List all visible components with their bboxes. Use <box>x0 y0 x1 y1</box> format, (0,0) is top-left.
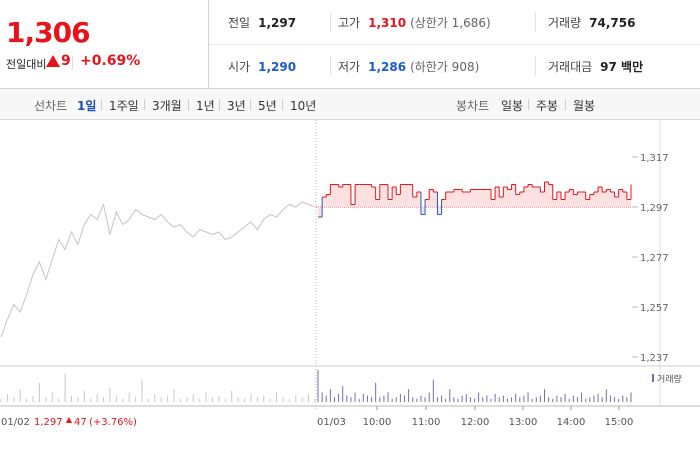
chart-grid <box>0 120 700 450</box>
divider <box>330 12 331 32</box>
tab-divider <box>565 99 566 110</box>
tab-3month[interactable]: 3개월 <box>152 99 182 113</box>
tab-divider <box>219 99 220 110</box>
x-axis: 01/02 1,297 47 (+3.76%) 01/03 10:00 11:00 12:00… <box>1 406 633 428</box>
change-percent: +0.69% <box>80 53 141 69</box>
tab-1year[interactable]: 1년 <box>196 99 215 113</box>
tab-divider <box>101 99 102 110</box>
chart-frame <box>0 120 700 450</box>
tab-3year[interactable]: 3년 <box>227 99 246 113</box>
stat-trade-value: 거래대금 97 백만 <box>548 60 644 74</box>
tab-daily-candle[interactable]: 일봉 <box>501 99 524 113</box>
divider <box>209 44 700 45</box>
stat-high: 고가 1,310 (상한가 1,686) <box>338 16 491 30</box>
tab-weekly-candle[interactable]: 주봉 <box>536 99 559 113</box>
tab-5year[interactable]: 5년 <box>258 99 277 113</box>
candle-chart-label: 봉차트 <box>456 99 490 113</box>
tab-10year[interactable]: 10년 <box>290 99 317 113</box>
stat-open: 시가 1,290 <box>228 60 297 74</box>
x-label-prev-date: 01/02 <box>1 417 30 428</box>
y-tick-label: 1,297 <box>640 203 669 214</box>
prev-close-label: 1,297 <box>34 417 63 428</box>
up-area <box>318 182 631 217</box>
tab-1week[interactable]: 1주일 <box>109 99 139 113</box>
tab-divider <box>250 99 251 110</box>
tab-monthly-candle[interactable]: 월봉 <box>573 99 596 113</box>
tab-divider <box>528 99 529 110</box>
quote-panel: 1,306 전일대비 9 +0.69% 전일 1,297 고가 1,310 (상한가 … <box>0 0 700 89</box>
y-tick-label: 1,277 <box>640 253 669 264</box>
stat-prev-close: 전일 1,297 <box>228 16 297 30</box>
change-label: 전일대비 <box>6 58 47 71</box>
today-area-fill <box>318 182 631 217</box>
prev-day-series <box>0 201 316 338</box>
prev-change-pct-label: (+3.76%) <box>89 417 137 428</box>
prev-up-icon <box>66 417 72 423</box>
x-tick-label: 12:00 <box>461 417 490 428</box>
x-label-today-date: 01/03 <box>317 417 346 428</box>
prev-change-label: 47 <box>74 417 87 428</box>
volume-legend-label: 거래량 <box>657 373 682 385</box>
x-tick-label: 15:00 <box>605 417 634 428</box>
tab-divider <box>188 99 189 110</box>
price-box: 1,306 전일대비 9 +0.69% <box>0 0 209 88</box>
stat-low: 저가 1,286 (하한가 908) <box>338 60 480 74</box>
today-line <box>318 181 632 218</box>
x-tick-label: 13:00 <box>509 417 538 428</box>
line-chart-label: 선차트 <box>34 99 68 113</box>
y-tick-label: 1,257 <box>640 303 669 314</box>
tab-divider <box>282 99 283 110</box>
change-value: 9 <box>61 53 71 69</box>
current-price: 1,306 <box>6 16 91 49</box>
x-tick-label: 10:00 <box>363 417 392 428</box>
up-triangle-icon <box>46 55 60 67</box>
x-tick-label: 14:00 <box>557 417 586 428</box>
stat-volume: 거래량 74,756 <box>548 16 636 30</box>
price-chart: 1,317 1,297 1,277 1,257 1,237 거래량 01/02 1,297… <box>0 120 700 450</box>
prev-day-line <box>0 201 316 338</box>
volume-bars: 거래량 <box>0 370 682 402</box>
tab-divider <box>144 99 145 110</box>
y-axis-labels: 1,317 1,297 1,277 1,257 1,237 <box>632 153 669 364</box>
x-tick-label: 11:00 <box>412 417 441 428</box>
divider <box>535 56 536 76</box>
chart-tab-bar: 선차트 1일 1주일 3개월 1년 3년 5년 10년 봉차트 일봉 주봉 월봉 <box>0 89 700 120</box>
divider <box>330 56 331 76</box>
divider <box>72 56 73 69</box>
y-tick-label: 1,317 <box>640 153 669 164</box>
divider <box>535 12 536 32</box>
volume-legend-swatch <box>652 374 654 382</box>
tab-1day[interactable]: 1일 <box>77 99 97 113</box>
y-tick-label: 1,237 <box>640 353 669 364</box>
